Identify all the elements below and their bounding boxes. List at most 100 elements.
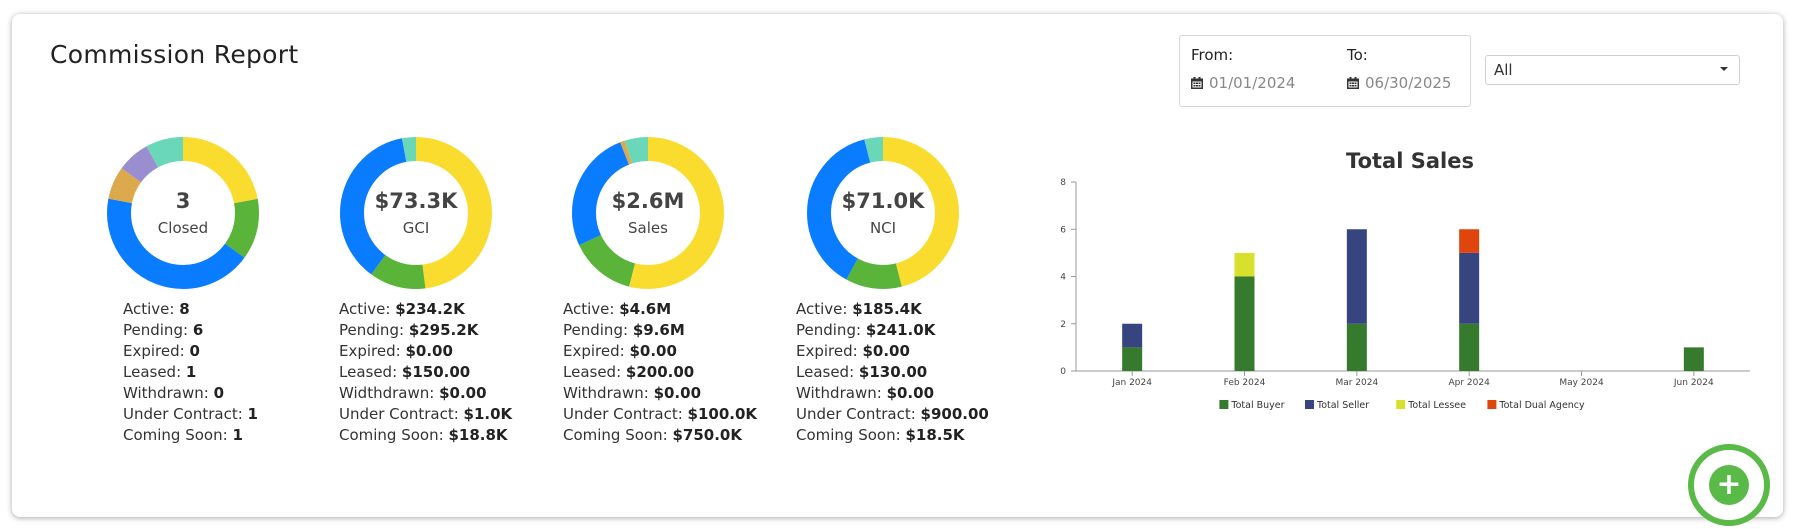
stat-row: Active: $185.4K (796, 300, 922, 318)
donut-sales: $2.6M Sales (568, 133, 728, 293)
legend-swatch (1219, 400, 1229, 409)
donut-segment-green (340, 137, 492, 289)
stat-row: Pending: $295.2K (339, 321, 479, 339)
from-date-value[interactable]: 01/01/2024 (1209, 74, 1296, 92)
bar-segment (1459, 252, 1480, 324)
calendar-icon (1191, 77, 1203, 89)
stat-row: Withdrawn: 0 (123, 384, 224, 402)
bar-segment (1683, 347, 1704, 371)
chevron-down-icon (1720, 67, 1728, 71)
stat-row: Under Contract: 1 (123, 405, 258, 423)
stat-row: Leased: 1 (123, 363, 197, 381)
stats-nci: Active: $185.4K Pending: $241.0K Expired… (796, 299, 989, 446)
donut-label: Closed (157, 219, 209, 237)
x-tick-label: Jan 2024 (1111, 378, 1152, 388)
stat-row: Coming Soon: $750.0K (563, 426, 742, 444)
stat-row: Expired: $0.00 (563, 342, 677, 360)
bar-segment (1234, 252, 1255, 277)
stat-row: Pending: 6 (123, 321, 204, 339)
y-tick-label: 2 (1060, 320, 1066, 330)
stat-row: Under Contract: $100.0K (563, 405, 758, 423)
donut-label: Sales (628, 219, 668, 237)
donut-segment-blue (107, 137, 259, 289)
bar-segment (1122, 323, 1143, 348)
calendar-icon (1347, 77, 1359, 89)
stat-row: Withdrawn: $0.00 (796, 384, 935, 402)
stats-closed: Active: 8 Pending: 6 Expired: 0 Leased: … (123, 299, 258, 446)
date-range-picker[interactable]: From: 01/01/2024 To: (1179, 35, 1471, 107)
donut-segment-teal (340, 137, 492, 289)
donut-value: $71.0K (841, 189, 925, 213)
donut-label: GCI (402, 219, 430, 237)
legend-label: Total Lessee (1407, 400, 1466, 411)
legend-label: Total Dual Agency (1498, 400, 1585, 411)
y-tick-label: 8 (1060, 178, 1066, 188)
stat-row: Leased: $150.00 (339, 363, 471, 381)
stat-row: Pending: $241.0K (796, 321, 936, 339)
donut-nci: $71.0K NCI (803, 133, 963, 293)
x-tick-label: Feb 2024 (1224, 378, 1266, 388)
donut-value: 3 (175, 189, 191, 213)
filter-select[interactable]: All (1485, 55, 1740, 85)
stats-gci: Active: $234.2K Pending: $295.2K Expired… (339, 299, 512, 446)
stat-row: Coming Soon: $18.5K (796, 426, 965, 444)
from-date[interactable]: From: 01/01/2024 (1191, 46, 1295, 92)
to-date[interactable]: To: 06/30/2025 (1347, 46, 1451, 92)
donut-segment-teal (572, 137, 724, 289)
to-date-value[interactable]: 06/30/2025 (1365, 74, 1452, 92)
stat-row: Under Contract: $1.0K (339, 405, 513, 423)
stat-row: Expired: 0 (123, 342, 200, 360)
stat-row: Withdrawn: $0.00 (563, 384, 702, 402)
x-tick-label: Jun 2024 (1673, 378, 1714, 388)
donut-chart (107, 137, 259, 289)
stat-row: Leased: $130.00 (796, 363, 928, 381)
bar-segment (1459, 229, 1480, 253)
legend-label: Total Seller (1316, 400, 1369, 411)
stat-row: Expired: $0.00 (339, 342, 453, 360)
donut-segment-green (807, 137, 959, 289)
donut-label: NCI (869, 219, 897, 237)
x-tick-label: Mar 2024 (1335, 378, 1378, 388)
filter-selected-value: All (1494, 61, 1513, 79)
donut-value: $2.6M (611, 189, 685, 213)
donut-chart (807, 137, 959, 289)
from-label: From: (1191, 46, 1234, 64)
stat-row: Active: $234.2K (339, 300, 465, 318)
donut-segment-blue (340, 137, 492, 289)
page-title: Commission Report (50, 40, 299, 69)
donut-segment-teal (107, 137, 259, 289)
stat-row: Expired: $0.00 (796, 342, 910, 360)
to-label: To: (1347, 46, 1368, 64)
donut-segment-teal (807, 137, 959, 289)
y-tick-label: 4 (1060, 273, 1066, 283)
donut-value: $73.3K (374, 189, 458, 213)
stat-row: Coming Soon: 1 (123, 426, 243, 444)
legend-swatch (1305, 400, 1314, 409)
bar-segment (1346, 323, 1367, 371)
donut-chart (340, 137, 492, 289)
chart-title: Total Sales (1346, 149, 1474, 173)
stat-row: Pending: $9.6M (563, 321, 685, 339)
bar-segment (1346, 229, 1367, 324)
donut-segment-green (107, 137, 259, 289)
legend-swatch (1487, 400, 1497, 409)
bar-segment (1459, 323, 1480, 371)
bar-segment (1234, 276, 1255, 371)
donut-closed: 3 Closed (103, 133, 263, 293)
donut-segment-blue (807, 137, 959, 289)
x-tick-label: May 2024 (1559, 378, 1604, 388)
donut-segment-blue (572, 137, 724, 289)
stat-row: Widthdrawn: $0.00 (339, 384, 487, 402)
legend-label: Total Buyer (1230, 400, 1284, 411)
stat-row: Leased: $200.00 (563, 363, 695, 381)
stats-sales: Active: $4.6M Pending: $9.6M Expired: $0… (563, 299, 757, 446)
y-tick-label: 0 (1060, 367, 1066, 377)
total-sales-chart: Total Sales 0 2 4 6 8 Jan 2024 Feb 2024 Mar 202… (1060, 149, 1750, 411)
y-tick-label: 6 (1060, 225, 1066, 235)
stat-row: Under Contract: $900.00 (796, 405, 989, 423)
add-button[interactable]: + (1688, 444, 1770, 526)
stat-row: Coming Soon: $18.8K (339, 426, 508, 444)
bar-segment (1122, 347, 1143, 371)
donut-chart (572, 137, 724, 289)
plus-icon: + (1709, 465, 1749, 505)
